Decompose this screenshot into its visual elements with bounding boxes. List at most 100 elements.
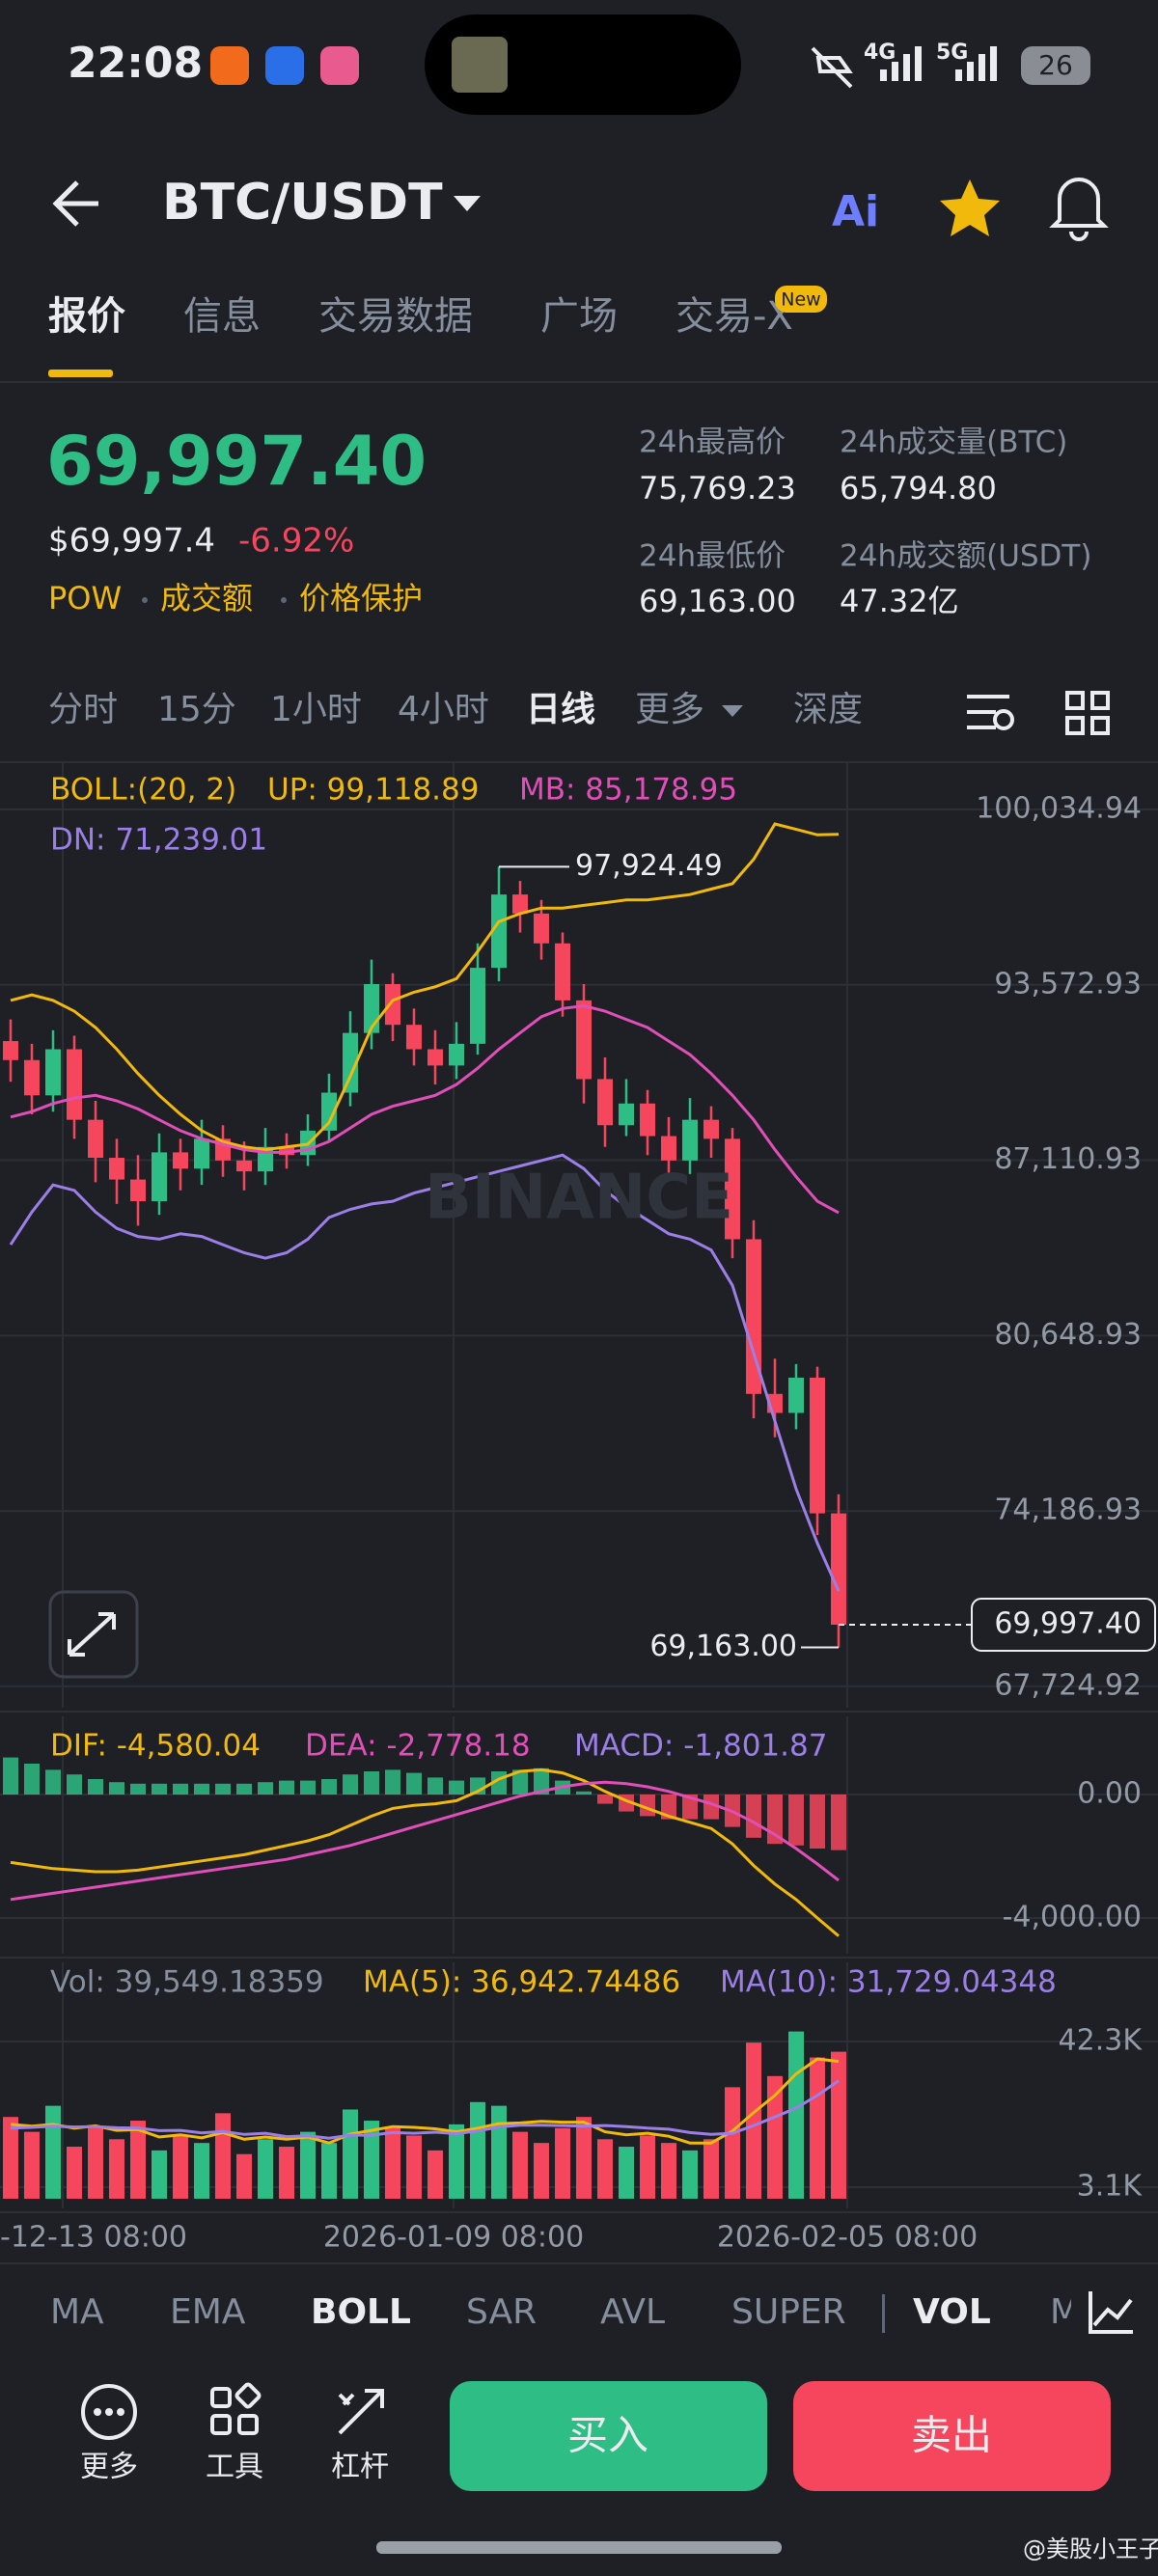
macd-histogram [45,1769,61,1795]
stat-label: 24h成交额(USDT) [840,539,1091,574]
indicator-tab[interactable]: EMA [170,2292,246,2332]
volume-bar [534,2143,549,2199]
tab[interactable]: 交易-X [676,294,793,339]
interval[interactable]: 日线 [526,690,595,729]
tab[interactable]: 报价 [48,294,125,339]
action-label[interactable]: 更多 [80,2451,138,2484]
volume-bar [321,2143,337,2199]
volume-bar [215,2113,231,2199]
stat-value: 69,163.00 [639,583,796,619]
signal-bars [880,46,997,81]
indicator-line [10,1768,840,1937]
candle-body [449,1043,464,1066]
price-change: -6.92% [238,522,354,561]
watermark: BINANCE [425,1163,733,1234]
chart-settings-icon[interactable] [1089,2291,1133,2334]
settings-icon[interactable] [967,695,1009,729]
divider [0,381,1158,383]
back-button[interactable] [52,180,98,227]
leverage-icon[interactable] [338,2389,384,2435]
volume-bar [130,2121,146,2199]
volume-bar [810,2057,825,2199]
legend-entry: MA(5): 36,942.74486 [363,1965,680,2000]
y-tick-label: -4,000.00 [1003,1901,1142,1934]
tag-link[interactable]: POW [48,580,122,617]
indicator-tab[interactable]: MA [50,2292,104,2332]
tab-indicator [48,370,113,377]
macd-histogram [385,1769,400,1795]
volume-bar [194,2143,209,2199]
pair-title[interactable]: BTC/USDT [162,174,443,232]
volume-bar [300,2131,316,2199]
volume-bar [258,2139,273,2199]
indicator-tab[interactable]: SUPER [731,2292,846,2332]
tag-link[interactable]: 成交额 [160,580,253,617]
legend-entry: Vol: 39,549.18359 [50,1965,324,2000]
volume-bar [725,2087,740,2199]
tab[interactable]: 广场 [540,294,618,339]
y-tick-label: 42.3K [1059,2023,1144,2057]
layout-icon[interactable] [1065,691,1110,735]
tools-icon[interactable] [210,2382,262,2435]
legend-entry: DIF: -4,580.04 [50,1729,261,1764]
app-icon [320,46,359,85]
separator [142,597,148,603]
macd-histogram [236,1783,252,1795]
macd-histogram [130,1783,146,1795]
interval[interactable]: 深度 [793,690,863,729]
candle-body [406,1025,422,1050]
volume-bar [385,2127,400,2199]
volume-bar [67,2147,82,2199]
alert-bell[interactable] [1049,178,1109,241]
action-label[interactable]: 杠杆 [331,2451,389,2484]
indicator-tab[interactable]: SAR [466,2292,537,2332]
macd-histogram [194,1783,209,1795]
interval[interactable]: 15分 [157,690,236,729]
stat-label: 24h成交量(BTC) [840,425,1067,460]
indicator-tab[interactable]: VOL [913,2292,991,2332]
indicator-tab[interactable]: AVL [600,2292,665,2332]
candle-body [45,1049,61,1096]
more-icon-dots [94,2408,124,2416]
interval[interactable]: 4小时 [398,690,489,729]
candle-body [194,1138,209,1169]
legend-entry: MB: 85,178.95 [519,773,737,808]
favorite-star[interactable] [940,179,1000,236]
indicator-tab[interactable]: BOLL [311,2292,411,2332]
last-price-tag [971,1597,1156,1652]
sell-button[interactable] [793,2381,1111,2491]
network-label: 5G [936,41,968,65]
interval[interactable]: 分时 [48,690,118,729]
usd-price: $69,997.4 [48,522,215,561]
macd-histogram [67,1774,82,1795]
more-icon[interactable] [81,2384,137,2440]
pair-dropdown[interactable] [454,196,481,211]
last-price: 69,997.40 [46,422,427,501]
candle-body [3,1041,18,1060]
candle-body [619,1103,634,1126]
ai-icon[interactable]: Ai [832,187,879,236]
home-indicator [376,2541,782,2554]
interval[interactable]: 更多 [635,690,704,729]
macd-histogram [300,1780,316,1795]
tag-link[interactable]: 价格保护 [299,580,423,617]
indicator-line [10,2079,840,2140]
indicator-line [9,1153,841,1592]
macd-histogram [173,1783,188,1795]
mute-icon [811,46,853,89]
macd-histogram [258,1782,273,1795]
legend-entry: MACD: -1,801.87 [574,1729,827,1764]
candle-body [130,1179,146,1202]
macd-histogram [449,1780,464,1795]
y-tick-label: 93,572.93 [994,967,1142,1000]
macd-histogram [321,1778,337,1795]
tab[interactable]: 信息 [183,294,261,339]
expand-button[interactable] [48,1590,139,1679]
volume-bar [343,2109,358,2199]
action-label[interactable]: 工具 [206,2451,263,2484]
x-tick-label: 2026-01-09 08:00 [323,2221,584,2255]
buy-button[interactable] [450,2381,767,2491]
tab[interactable]: 交易数据 [318,294,473,339]
interval[interactable]: 1小时 [270,690,362,729]
